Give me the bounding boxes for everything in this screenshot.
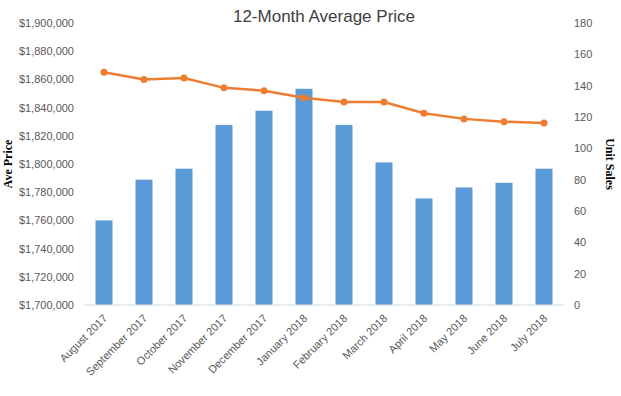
- y-tick-label: $1,880,000: [19, 45, 74, 57]
- y-tick: [81, 79, 84, 80]
- y-tick: [81, 51, 84, 52]
- bar: [296, 89, 313, 305]
- chart-container: 12-Month Average Price $1,700,000 $1,720,0…: [0, 0, 621, 396]
- y-tick: [81, 305, 84, 306]
- line: [104, 72, 544, 123]
- bar: [416, 198, 433, 305]
- marker: [341, 98, 348, 105]
- y-tick: [81, 107, 84, 108]
- y-tick-label: $1,800,000: [19, 158, 74, 170]
- x-tick-label: May 2018: [427, 312, 470, 355]
- y2-tick: [564, 148, 567, 149]
- y2-tick: [564, 305, 567, 306]
- y-tick-label: $1,900,000: [19, 17, 74, 29]
- y-tick: [81, 135, 84, 136]
- y2-tick: [564, 54, 567, 55]
- bar: [136, 180, 153, 305]
- marker: [221, 84, 228, 91]
- x-tick-label: April 2018: [386, 312, 430, 356]
- x-tick-label: July 2018: [508, 312, 550, 354]
- bar: [176, 169, 193, 305]
- y-tick-label: $1,860,000: [19, 73, 74, 85]
- y-tick: [81, 164, 84, 165]
- y-tick: [81, 192, 84, 193]
- bar: [376, 162, 393, 305]
- y2-tick: [564, 117, 567, 118]
- bar: [216, 125, 233, 305]
- marker: [501, 118, 508, 125]
- y-tick-label: $1,780,000: [19, 186, 74, 198]
- y2-tick-label: 40: [574, 236, 586, 248]
- marker: [141, 76, 148, 83]
- marker: [301, 94, 308, 101]
- y-tick-label: $1,840,000: [19, 102, 74, 114]
- bar: [496, 183, 513, 305]
- y-tick-label: $1,760,000: [19, 214, 74, 226]
- marker: [101, 69, 108, 76]
- marker: [541, 120, 548, 127]
- y2-tick-label: 60: [574, 205, 586, 217]
- bar: [536, 169, 553, 305]
- y-tick: [81, 248, 84, 249]
- bar: [256, 111, 273, 305]
- y-tick: [81, 276, 84, 277]
- title: 12-Month Average Price: [233, 7, 415, 26]
- y2-tick-label: 80: [574, 174, 586, 186]
- chart: 12-Month Average Price $1,700,000 $1,720,0…: [0, 0, 621, 396]
- y2-tick-label: 0: [574, 299, 580, 311]
- marker: [261, 87, 268, 94]
- marker: [461, 115, 468, 122]
- y2-tick-label: 120: [574, 111, 592, 123]
- x-axis: [84, 305, 564, 306]
- y2-tick-label: 100: [574, 142, 592, 154]
- y-tick-label: $1,740,000: [19, 243, 74, 255]
- y2-tick: [564, 179, 567, 180]
- y2-tick-label: 180: [574, 17, 592, 29]
- y2-tick: [564, 211, 567, 212]
- marker: [381, 98, 388, 105]
- y-tick: [81, 23, 84, 24]
- y-tick-label: $1,700,000: [19, 299, 74, 311]
- y2-tick-label: 160: [574, 48, 592, 60]
- y2-tick: [564, 273, 567, 274]
- y2-tick: [564, 85, 567, 86]
- marker: [181, 74, 188, 81]
- y2-tick-label: 140: [574, 80, 592, 92]
- y2-tick-label: 20: [574, 268, 586, 280]
- bar: [336, 125, 353, 305]
- y2-tick: [564, 242, 567, 243]
- y-axis-title: Ave Price: [1, 139, 15, 188]
- y-tick-label: $1,820,000: [19, 130, 74, 142]
- y2-tick: [564, 23, 567, 24]
- bar: [456, 188, 473, 306]
- y-tick-label: $1,720,000: [19, 271, 74, 283]
- x-tick-label: February 2018: [290, 312, 349, 371]
- background: [0, 0, 621, 396]
- y-tick: [81, 220, 84, 221]
- bar: [96, 220, 113, 305]
- x-tick-label: March 2018: [340, 312, 390, 362]
- plot-area: [96, 69, 553, 305]
- x-tick-label: June 2018: [465, 312, 510, 357]
- marker: [421, 110, 428, 117]
- y2-axis-title: Unit Sales: [603, 138, 617, 190]
- x-tick-label: September 2017: [83, 312, 149, 378]
